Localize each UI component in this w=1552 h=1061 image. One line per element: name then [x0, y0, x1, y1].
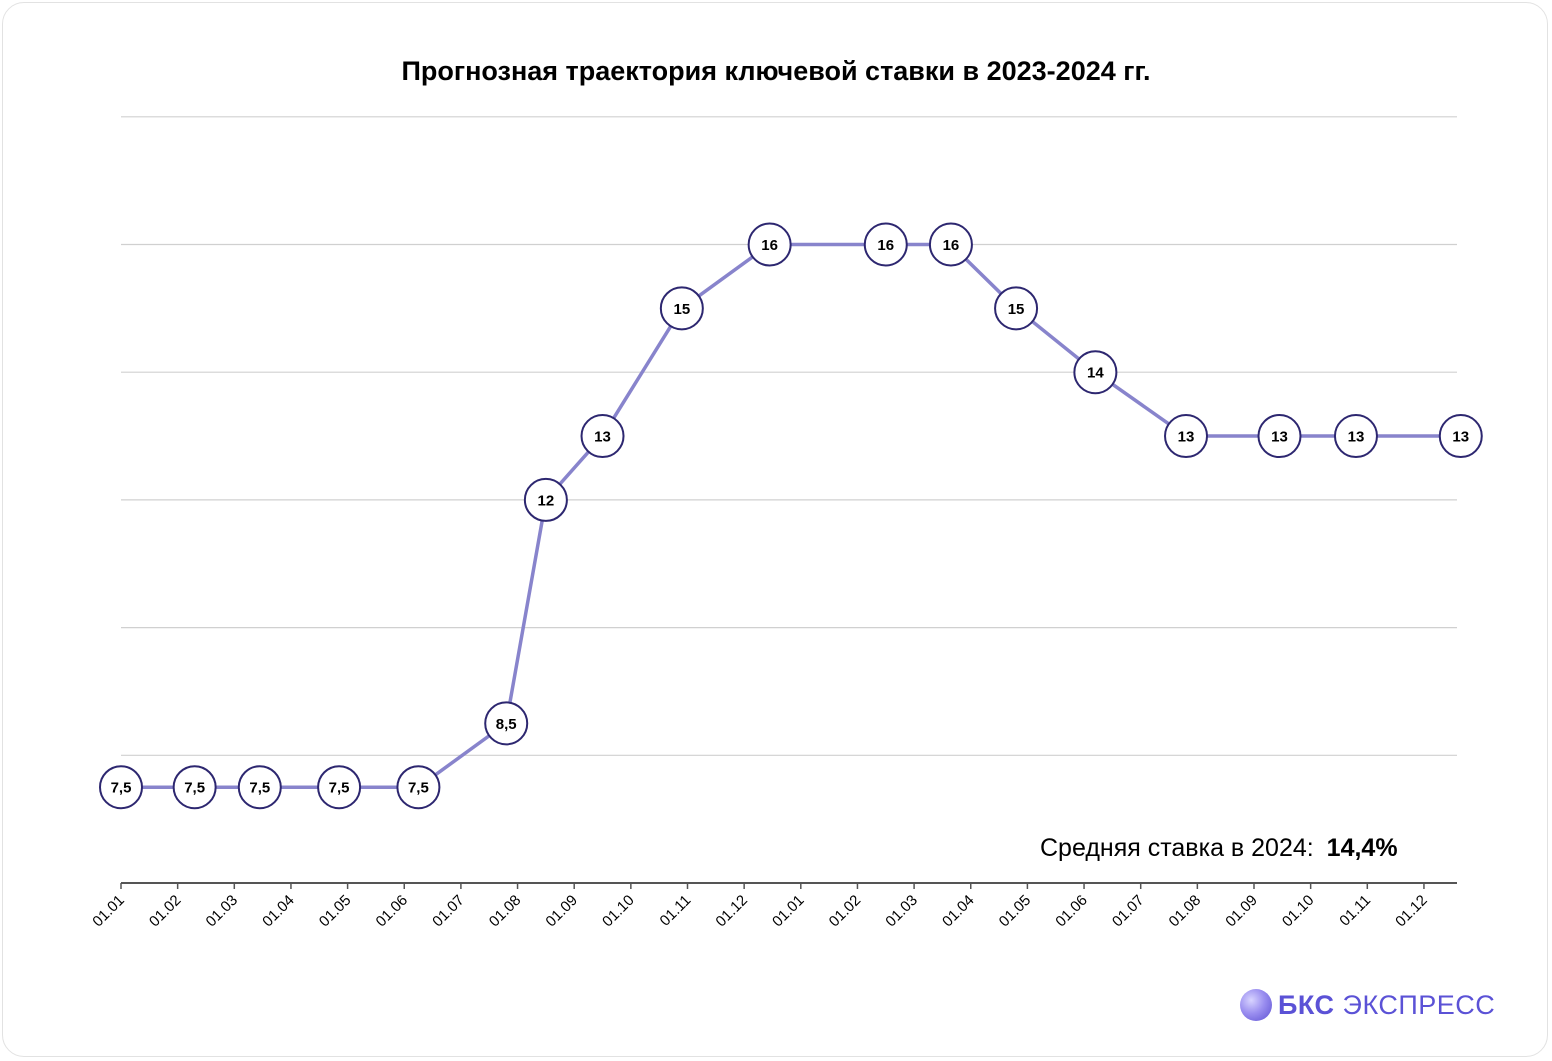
average-rate-value: 14,4% [1326, 834, 1398, 862]
x-tick-label: 01.06 [373, 892, 412, 931]
x-tick-label: 01.01 [769, 892, 808, 931]
x-tick-label: 01.07 [1109, 892, 1148, 931]
brand-prefix: БКС [1278, 989, 1335, 1020]
x-tick-label: 01.09 [542, 892, 581, 931]
x-tick-label: 01.12 [712, 892, 751, 931]
data-label: 16 [761, 237, 778, 254]
data-label: 13 [1178, 429, 1195, 446]
data-marker [523, 477, 568, 522]
x-tick-label: 01.02 [826, 892, 865, 931]
data-marker [1257, 414, 1302, 459]
x-tick-label: 01.04 [939, 892, 978, 931]
data-marker [580, 414, 625, 459]
x-axis [120, 882, 1457, 889]
data-marker [1164, 414, 1209, 459]
x-tick-label: 01.04 [259, 892, 298, 931]
x-tick-label: 01.07 [429, 892, 468, 931]
x-tick-label: 01.03 [882, 892, 921, 931]
data-label: 14 [1087, 365, 1104, 382]
data-marker [1073, 350, 1118, 395]
x-tick-label: 01.06 [1052, 892, 1091, 931]
data-label: 7,5 [408, 780, 429, 797]
series-polyline [121, 242, 1461, 789]
x-tick-label: 01.10 [1279, 892, 1318, 931]
data-marker [1333, 414, 1378, 459]
data-label: 13 [1348, 429, 1365, 446]
data-label: 7,5 [184, 780, 205, 797]
data-label: 16 [877, 237, 894, 254]
data-marker [237, 765, 282, 810]
data-marker [484, 701, 529, 746]
data-marker [994, 286, 1039, 331]
data-label: 13 [1271, 429, 1288, 446]
data-marker [747, 222, 792, 267]
data-label: 12 [538, 492, 555, 509]
x-tick-label: 01.08 [486, 892, 525, 931]
series-line [121, 242, 1461, 789]
x-tick-label: 01.11 [1336, 892, 1374, 930]
brand-name: БКС ЭКСПРЕСС [1278, 990, 1495, 1021]
x-tick-label: 01.02 [146, 892, 185, 931]
data-label: 15 [673, 301, 690, 318]
data-marker [396, 765, 441, 810]
data-label: 7,5 [111, 780, 132, 797]
x-tick-label: 01.09 [1222, 892, 1261, 931]
data-markers: 7,5 7,5 7,5 7,5 7,5 8,5 12 13 15 16 16 16 15 14 13 13 13… [99, 222, 1483, 810]
brand-suffix: ЭКСПРЕСС [1342, 989, 1496, 1020]
x-tick-label: 01.11 [657, 892, 695, 930]
x-tick-label: 01.10 [599, 892, 638, 931]
average-rate-annotation: Средняя ставка в 2024: 14,4% [1040, 834, 1398, 863]
data-label: 16 [943, 237, 960, 254]
data-label: 13 [1452, 429, 1469, 446]
data-label: 13 [594, 429, 611, 446]
data-label: 15 [1008, 301, 1025, 318]
x-tick-label: 01.08 [1166, 892, 1205, 931]
average-rate-label: Средняя ставка в 2024: [1040, 834, 1314, 862]
data-label: 7,5 [329, 780, 350, 797]
data-marker [172, 765, 217, 810]
x-tick-label: 01.03 [203, 892, 242, 931]
data-marker [928, 222, 973, 267]
data-marker [1438, 414, 1483, 459]
x-tick-label: 01.12 [1392, 892, 1431, 931]
data-marker [659, 286, 704, 331]
x-tick-labels: 01.01 01.02 01.03 01.04 01.05 01.06 01.07 01.08… [89, 892, 1431, 931]
x-tick-label: 01.01 [89, 892, 128, 931]
brand-logo: БКС ЭКСПРЕСС [1240, 987, 1495, 1023]
data-marker [863, 222, 908, 267]
data-marker [99, 765, 143, 810]
data-marker [317, 765, 362, 810]
data-label: 8,5 [496, 716, 517, 733]
chart-title: Прогнозная траектория ключевой ставки в … [401, 56, 1151, 86]
x-tick-label: 01.05 [316, 892, 355, 931]
data-label: 7,5 [249, 780, 270, 797]
brand-orb-icon [1240, 989, 1272, 1021]
x-tick-label: 01.05 [996, 892, 1035, 931]
